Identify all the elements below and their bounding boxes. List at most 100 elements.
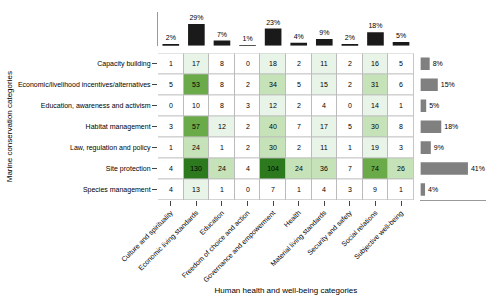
svg-text:5%: 5% (429, 102, 439, 109)
svg-text:0: 0 (246, 186, 250, 193)
svg-text:7: 7 (297, 123, 301, 130)
svg-text:130: 130 (190, 165, 202, 172)
svg-text:Economic/livelihood incentives: Economic/livelihood incentives/alternati… (18, 81, 151, 88)
svg-text:9%: 9% (319, 29, 329, 36)
svg-text:8: 8 (399, 123, 403, 130)
svg-text:26: 26 (397, 165, 405, 172)
svg-text:15%: 15% (441, 81, 455, 88)
svg-text:5: 5 (348, 123, 352, 130)
svg-text:74: 74 (371, 165, 379, 172)
svg-text:1: 1 (220, 186, 224, 193)
svg-text:1: 1 (220, 144, 224, 151)
svg-text:Capacity building: Capacity building (97, 60, 150, 68)
svg-text:8: 8 (220, 60, 224, 67)
svg-text:4%: 4% (428, 186, 438, 193)
svg-text:Social relations: Social relations (340, 209, 379, 248)
svg-text:17: 17 (320, 123, 328, 130)
svg-text:9: 9 (373, 186, 377, 193)
svg-text:4: 4 (169, 186, 173, 193)
svg-text:5: 5 (297, 81, 301, 88)
svg-text:19: 19 (371, 144, 379, 151)
svg-text:15: 15 (320, 81, 328, 88)
svg-text:2: 2 (348, 60, 352, 67)
svg-text:17: 17 (192, 60, 200, 67)
svg-text:Security and safety: Security and safety (306, 209, 354, 257)
svg-text:40: 40 (269, 123, 277, 130)
svg-text:Freedom of choice and action: Freedom of choice and action (181, 209, 251, 279)
svg-text:1: 1 (169, 60, 173, 67)
svg-text:Economic living standards: Economic living standards (137, 209, 201, 273)
svg-text:4: 4 (169, 165, 173, 172)
svg-text:1: 1 (348, 144, 352, 151)
svg-text:1%: 1% (242, 35, 252, 42)
svg-text:36: 36 (320, 165, 328, 172)
svg-text:3: 3 (348, 186, 352, 193)
svg-text:1: 1 (399, 186, 403, 193)
svg-text:1: 1 (169, 144, 173, 151)
svg-text:Education: Education (198, 209, 225, 236)
svg-text:3: 3 (246, 102, 250, 109)
svg-text:10: 10 (192, 102, 200, 109)
svg-text:Material living standards: Material living standards (269, 209, 328, 268)
svg-text:11: 11 (320, 144, 327, 151)
svg-text:0: 0 (169, 102, 173, 109)
svg-text:0: 0 (348, 102, 352, 109)
svg-text:7: 7 (348, 165, 352, 172)
svg-text:8: 8 (220, 81, 224, 88)
svg-text:23%: 23% (266, 19, 280, 26)
svg-text:30: 30 (269, 144, 277, 151)
svg-text:Human health and well-being ca: Human health and well-being categories (215, 286, 358, 295)
svg-text:Governance and empowerment: Governance and empowerment (202, 209, 277, 284)
svg-text:2%: 2% (345, 34, 355, 41)
svg-text:2%: 2% (166, 34, 176, 41)
svg-text:2: 2 (348, 81, 352, 88)
svg-text:4: 4 (322, 102, 326, 109)
svg-text:29%: 29% (189, 14, 203, 21)
svg-text:18: 18 (269, 60, 277, 67)
svg-text:18%: 18% (444, 123, 458, 130)
svg-text:16: 16 (371, 60, 379, 67)
svg-text:1: 1 (399, 102, 403, 109)
svg-text:Site protection: Site protection (106, 165, 151, 173)
svg-text:1: 1 (297, 186, 301, 193)
svg-text:7: 7 (271, 186, 275, 193)
svg-text:4%: 4% (294, 33, 304, 40)
svg-text:18%: 18% (368, 22, 382, 29)
svg-text:Species management: Species management (83, 186, 151, 194)
svg-text:3: 3 (169, 123, 173, 130)
svg-text:41%: 41% (471, 165, 485, 172)
svg-text:7%: 7% (217, 31, 227, 38)
svg-text:Health: Health (283, 209, 302, 228)
svg-text:4: 4 (246, 165, 250, 172)
svg-text:2: 2 (246, 81, 250, 88)
svg-text:5%: 5% (396, 32, 406, 39)
svg-text:4: 4 (322, 186, 326, 193)
svg-text:57: 57 (192, 123, 200, 130)
svg-text:104: 104 (267, 165, 279, 172)
svg-text:14: 14 (371, 102, 379, 109)
svg-text:24: 24 (295, 165, 303, 172)
svg-text:9%: 9% (434, 144, 444, 151)
svg-text:Subjective well-being: Subjective well-being (353, 209, 405, 261)
svg-text:2: 2 (246, 144, 250, 151)
svg-text:Law, regulation and policy: Law, regulation and policy (70, 144, 151, 152)
svg-text:2: 2 (297, 102, 301, 109)
svg-text:24: 24 (218, 165, 226, 172)
svg-text:Education, awareness and activ: Education, awareness and activism (41, 102, 151, 109)
svg-text:8%: 8% (433, 60, 443, 67)
svg-text:2: 2 (297, 60, 301, 67)
svg-text:53: 53 (192, 81, 200, 88)
svg-text:8: 8 (220, 102, 224, 109)
svg-text:11: 11 (320, 60, 327, 67)
svg-text:34: 34 (269, 81, 277, 88)
svg-text:31: 31 (371, 81, 379, 88)
svg-text:3: 3 (399, 144, 403, 151)
svg-text:12: 12 (269, 102, 277, 109)
svg-text:0: 0 (246, 60, 250, 67)
svg-text:13: 13 (192, 186, 200, 193)
svg-text:2: 2 (246, 123, 250, 130)
svg-text:2: 2 (297, 144, 301, 151)
svg-text:24: 24 (192, 144, 200, 151)
svg-text:6: 6 (399, 81, 403, 88)
svg-text:30: 30 (371, 123, 379, 130)
